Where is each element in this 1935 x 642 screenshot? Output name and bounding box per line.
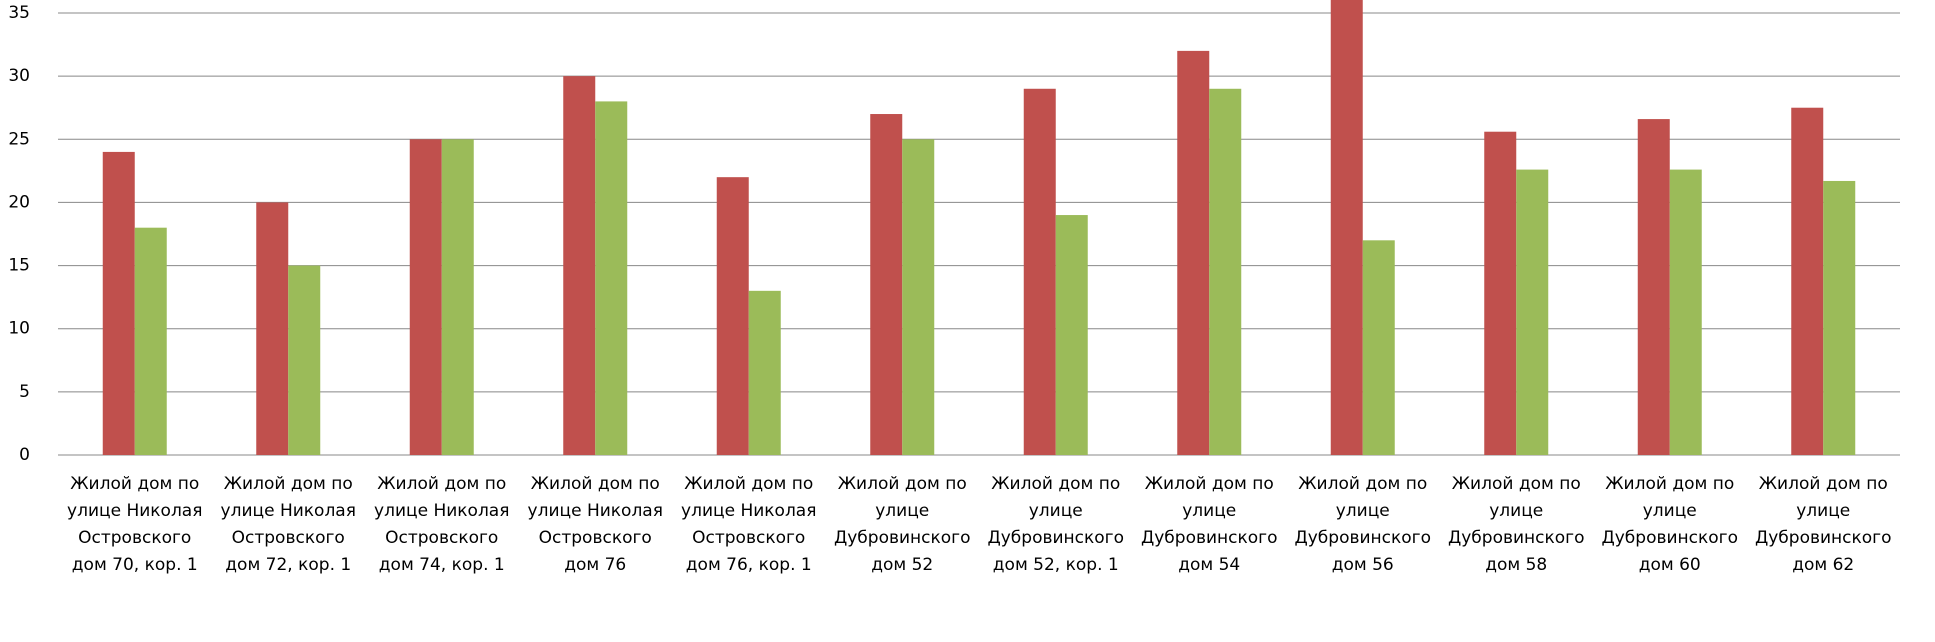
x-tick-label: Жилой дом по улице Николая Островского д… <box>681 474 817 575</box>
bar <box>288 265 321 455</box>
bar <box>870 114 903 456</box>
bar <box>1484 131 1517 456</box>
x-tick-label: Жилой дом по улице Дубровинского дом 52 <box>833 474 971 575</box>
bar <box>748 290 781 455</box>
bar <box>1330 0 1363 455</box>
x-tick-label: Жилой дом по улице Дубровинского дом 62 <box>1754 474 1892 575</box>
bar <box>1516 169 1549 455</box>
x-tick-label: Жилой дом по улице Дубровинского дом 60 <box>1601 474 1739 575</box>
x-tick-label: Жилой дом по улице Николая Островского д… <box>67 474 203 575</box>
y-tick-label: 15 <box>8 256 30 276</box>
y-tick-label: 0 <box>19 445 30 465</box>
x-tick-label: Жилой дом по улице Дубровинского дом 52,… <box>987 474 1125 575</box>
x-tick-label: Жилой дом по улице Николая Островского д… <box>527 474 663 575</box>
bar <box>409 139 442 456</box>
y-tick-label: 35 <box>8 3 30 23</box>
bar <box>256 202 289 455</box>
bar <box>441 139 474 456</box>
x-tick-label: Жилой дом по улице Николая Островского д… <box>220 474 356 575</box>
bar <box>1823 180 1856 455</box>
bar <box>563 76 596 456</box>
bar <box>1023 88 1056 456</box>
bar <box>1362 240 1395 455</box>
x-tick-label: Жилой дом по улице Дубровинского дом 54 <box>1140 474 1278 575</box>
y-tick-label: 30 <box>8 66 30 86</box>
y-tick-label: 20 <box>8 192 30 212</box>
bars <box>102 0 1856 456</box>
bar <box>1669 169 1702 455</box>
bar <box>1209 88 1242 456</box>
bar <box>595 101 628 456</box>
bar <box>1637 119 1670 455</box>
x-tick-label: Жилой дом по улице Николая Островского д… <box>374 474 510 575</box>
bar <box>1791 107 1824 455</box>
y-tick-label: 5 <box>19 382 30 402</box>
x-tick-label: Жилой дом по улице Дубровинского дом 58 <box>1447 474 1585 575</box>
bar <box>102 151 135 455</box>
bar <box>1177 50 1210 456</box>
y-tick-label: 25 <box>8 129 30 149</box>
x-tick-label: Жилой дом по улице Дубровинского дом 56 <box>1294 474 1432 575</box>
bar <box>902 139 935 456</box>
bar <box>134 227 167 455</box>
bar <box>716 177 749 455</box>
bar <box>1055 215 1088 455</box>
y-tick-label: 10 <box>8 319 30 339</box>
